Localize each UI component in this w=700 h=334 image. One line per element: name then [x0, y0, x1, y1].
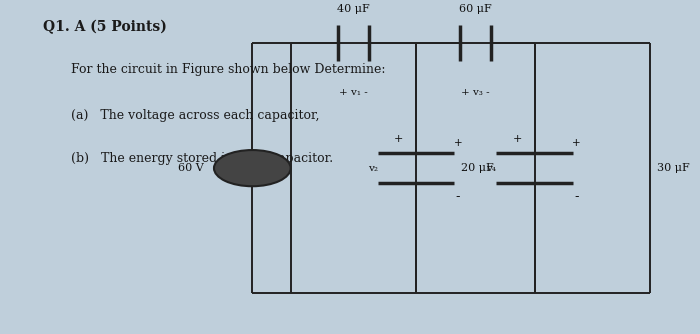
- Text: + v₃ -: + v₃ -: [461, 88, 490, 97]
- Text: +: +: [394, 134, 403, 144]
- Text: v₂: v₂: [368, 164, 378, 173]
- Text: 60 μF: 60 μF: [459, 4, 491, 14]
- Text: (a)   The voltage across each capacitor,: (a) The voltage across each capacitor,: [71, 109, 320, 122]
- Text: 30 μF: 30 μF: [657, 163, 689, 173]
- Text: +: +: [512, 134, 522, 144]
- Text: For the circuit in Figure shown below Determine:: For the circuit in Figure shown below De…: [71, 63, 386, 76]
- Text: 60 V: 60 V: [178, 163, 204, 173]
- Text: +: +: [572, 139, 581, 149]
- Text: 20 μF: 20 μF: [461, 163, 494, 173]
- Text: -: -: [456, 190, 460, 203]
- Text: 40 μF: 40 μF: [337, 4, 370, 14]
- Circle shape: [214, 150, 290, 186]
- Text: v₄: v₄: [486, 164, 496, 173]
- Text: -: -: [574, 190, 579, 203]
- Text: + v₁ -: + v₁ -: [339, 88, 368, 97]
- Text: +: +: [454, 139, 462, 149]
- Text: Q1. A (5 Points): Q1. A (5 Points): [43, 20, 167, 34]
- Text: (b)   The energy stored in each capacitor.: (b) The energy stored in each capacitor.: [71, 152, 333, 165]
